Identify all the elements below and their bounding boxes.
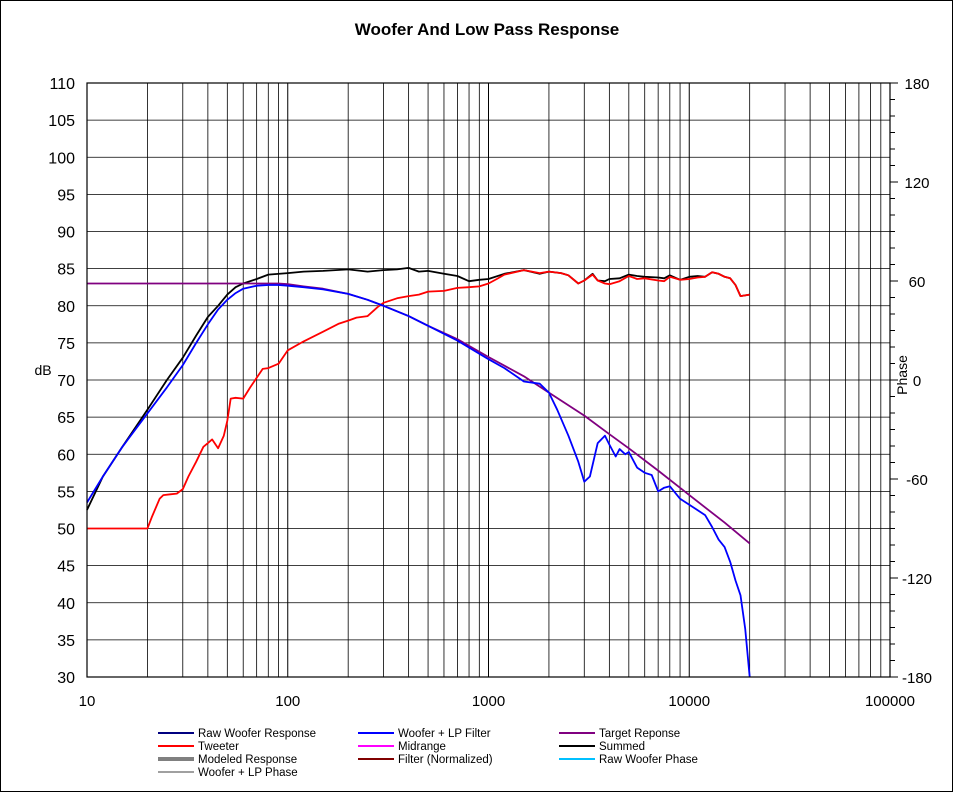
y-tick-label: 75 (57, 336, 75, 353)
y2-tick-label: 120 (904, 175, 929, 192)
legend-label: Summed (599, 741, 645, 753)
y-tick-label: 55 (57, 484, 75, 501)
series-layer (86, 266, 751, 678)
x-tick-label: 1000 (472, 693, 505, 710)
y-axis-label: dB (34, 362, 51, 378)
legend-label: Modeled Response (198, 754, 297, 766)
series-line-tweeter (87, 269, 750, 530)
y-tick-label: 85 (57, 262, 75, 279)
legend-label: Raw Woofer Response (198, 728, 316, 740)
y-tick-label: 80 (57, 299, 75, 316)
grid-lines (87, 83, 890, 677)
y-tick-label: 60 (57, 447, 75, 464)
y-tick-label: 70 (57, 373, 75, 390)
x-tick-label: 10000 (668, 693, 710, 710)
legend-label: Raw Woofer Phase (599, 754, 698, 766)
legend-label: Woofer + LP Filter (398, 728, 491, 740)
legend-label: Woofer + LP Phase (198, 767, 298, 779)
x-axis-ticks: 10 100 1000 10000 100000 (79, 693, 915, 710)
y-axis-ticks: 30 35 40 45 50 55 60 65 70 75 80 85 90 95 100 105 110 (48, 76, 75, 687)
legend-label: Tweeter (198, 741, 239, 753)
y-tick-label: 105 (48, 113, 75, 130)
y2-tick-label: 60 (909, 274, 926, 291)
y2-tick-label: -180 (902, 670, 932, 687)
y2-axis-label: Phase (894, 355, 910, 395)
legend-label: Midrange (398, 741, 446, 753)
y2-axis-ticks: -180 -120 -60 0 60 120 180 (890, 76, 932, 687)
chart-title: Woofer And Low Pass Response (355, 20, 620, 39)
legend-label: Target Reponse (599, 728, 680, 740)
y-tick-label: 45 (57, 559, 75, 576)
y-tick-label: 65 (57, 410, 75, 427)
x-tick-label: 100000 (865, 693, 915, 710)
y-tick-label: 35 (57, 633, 75, 650)
y-tick-label: 50 (57, 522, 75, 539)
legend-label: Filter (Normalized) (398, 754, 493, 766)
series-line-woofer-lp-filter (86, 284, 751, 678)
y2-tick-label: -60 (906, 472, 928, 489)
y2-tick-label: -120 (902, 571, 932, 588)
y-tick-label: 90 (57, 225, 75, 242)
x-tick-label: 100 (275, 693, 300, 710)
y2-tick-label: 0 (913, 373, 921, 390)
y2-tick-label: 180 (904, 76, 929, 93)
legend: Raw Woofer Response Woofer + LP Filter Tar… (158, 728, 698, 779)
y-tick-label: 110 (49, 76, 75, 93)
y-tick-label: 40 (57, 596, 75, 613)
y-tick-label: 95 (57, 187, 75, 204)
x-tick-label: 10 (79, 693, 96, 710)
y-tick-label: 100 (48, 150, 75, 167)
y-tick-label: 30 (57, 670, 75, 687)
